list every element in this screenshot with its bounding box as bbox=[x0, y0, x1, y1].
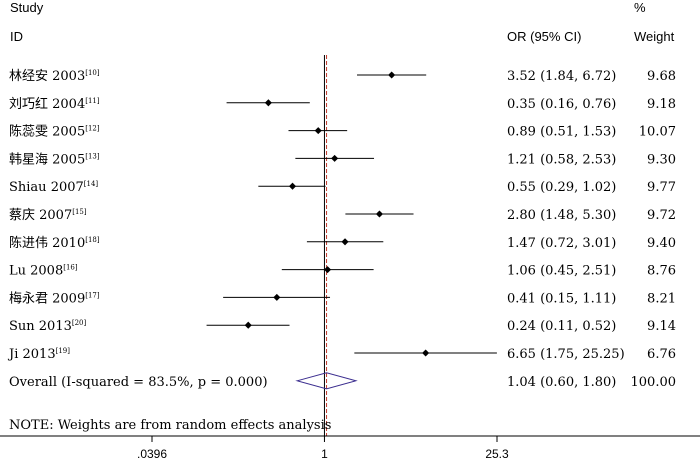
weight-value: 9.40 bbox=[647, 236, 676, 251]
study-label: 刘巧红 2004[11] bbox=[9, 96, 100, 112]
study-ref: [10] bbox=[85, 69, 100, 77]
or-value: 0.24 (0.11, 0.52) bbox=[507, 319, 616, 334]
study-label: Lu 2008[16] bbox=[9, 264, 78, 279]
point-estimate bbox=[375, 210, 383, 218]
study-label: Shiau 2007[14] bbox=[9, 180, 98, 195]
study-ref: [20] bbox=[72, 319, 87, 327]
study-ref: [19] bbox=[56, 347, 71, 355]
or-value: 6.65 (1.75, 25.25) bbox=[507, 347, 625, 362]
point-estimate bbox=[244, 321, 252, 329]
point-estimate bbox=[388, 71, 396, 79]
weight-value: 9.68 bbox=[647, 69, 676, 84]
weight-value: 8.76 bbox=[647, 264, 676, 279]
study-ref: [18] bbox=[85, 236, 100, 244]
plot-marks bbox=[206, 55, 497, 436]
study-ref: [15] bbox=[72, 208, 87, 216]
point-estimate bbox=[264, 99, 272, 107]
or-value: 0.35 (0.16, 0.76) bbox=[507, 97, 616, 112]
study-label: 陈蕊雯 2005[12] bbox=[9, 124, 100, 140]
header-study: Study bbox=[10, 0, 44, 15]
study-ref: [13] bbox=[85, 152, 100, 160]
study-label: 蔡庆 2007[15] bbox=[9, 208, 87, 223]
study-ref: [12] bbox=[85, 125, 100, 133]
header-weight: Weight bbox=[634, 29, 675, 44]
or-value: 3.52 (1.84, 6.72) bbox=[507, 69, 616, 84]
study-ref: [17] bbox=[85, 291, 100, 299]
point-estimate bbox=[288, 182, 297, 190]
weight-value: 10.07 bbox=[639, 125, 676, 140]
header-id: ID bbox=[10, 29, 23, 44]
or-value: 1.21 (0.58, 2.53) bbox=[507, 152, 616, 167]
study-rows: 林经安 2003[10] 3.52 (1.84, 6.72) 9.68 刘巧红 200… bbox=[7, 69, 676, 390]
or-value: 0.89 (0.51, 1.53) bbox=[507, 125, 616, 140]
study-label: 林经安 2003[10] bbox=[9, 69, 100, 84]
or-value: 0.55 (0.29, 1.02) bbox=[507, 180, 616, 195]
weight-value: 9.14 bbox=[647, 319, 676, 334]
x-tick-label: 25.3 bbox=[485, 447, 509, 461]
overall-or-value: 1.04 (0.60, 1.80) bbox=[507, 375, 616, 390]
note-text: NOTE: Weights are from random effects an… bbox=[9, 418, 331, 433]
point-estimate bbox=[341, 238, 349, 246]
study-label: 韩星海 2005[13] bbox=[9, 152, 100, 167]
point-estimate bbox=[331, 154, 339, 162]
study-label: 陈进伟 2010[18] bbox=[9, 235, 100, 251]
or-value: 2.80 (1.48, 5.30) bbox=[507, 208, 616, 223]
study-ref: [16] bbox=[63, 264, 78, 272]
or-value: 1.47 (0.72, 3.01) bbox=[507, 236, 616, 251]
weight-value: 8.21 bbox=[647, 291, 676, 306]
study-label: Sun 2013[20] bbox=[9, 319, 87, 334]
point-estimate bbox=[422, 349, 430, 357]
weight-value: 9.77 bbox=[647, 180, 676, 195]
point-estimate bbox=[314, 127, 322, 135]
overall-label: Overall (I-squared = 83.5%, p = 0.000) bbox=[9, 375, 268, 390]
or-value: 1.06 (0.45, 2.51) bbox=[507, 264, 616, 279]
point-estimate bbox=[273, 293, 281, 301]
weight-value: 9.30 bbox=[647, 152, 676, 167]
weight-value: 6.76 bbox=[647, 347, 676, 362]
study-label: 梅永君 2009[17] bbox=[9, 291, 100, 306]
weight-value: 9.72 bbox=[647, 208, 676, 223]
overall-weight: 100.00 bbox=[631, 375, 677, 390]
header-or: OR (95% CI) bbox=[507, 29, 581, 44]
x-tick-label: 1 bbox=[321, 447, 328, 461]
weight-value: 9.18 bbox=[647, 97, 676, 112]
header-weight-percent: % bbox=[634, 0, 646, 15]
overall-diamond bbox=[295, 372, 358, 390]
study-label: Ji 2013[19] bbox=[7, 347, 70, 362]
or-value: 0.41 (0.15, 1.11) bbox=[507, 291, 616, 306]
point-estimate bbox=[324, 266, 332, 274]
x-axis-ticks: .0396 1 25.3 bbox=[137, 436, 509, 461]
study-ref: [11] bbox=[85, 97, 100, 105]
study-ref: [14] bbox=[84, 180, 99, 188]
x-tick-label: .0396 bbox=[137, 447, 167, 461]
